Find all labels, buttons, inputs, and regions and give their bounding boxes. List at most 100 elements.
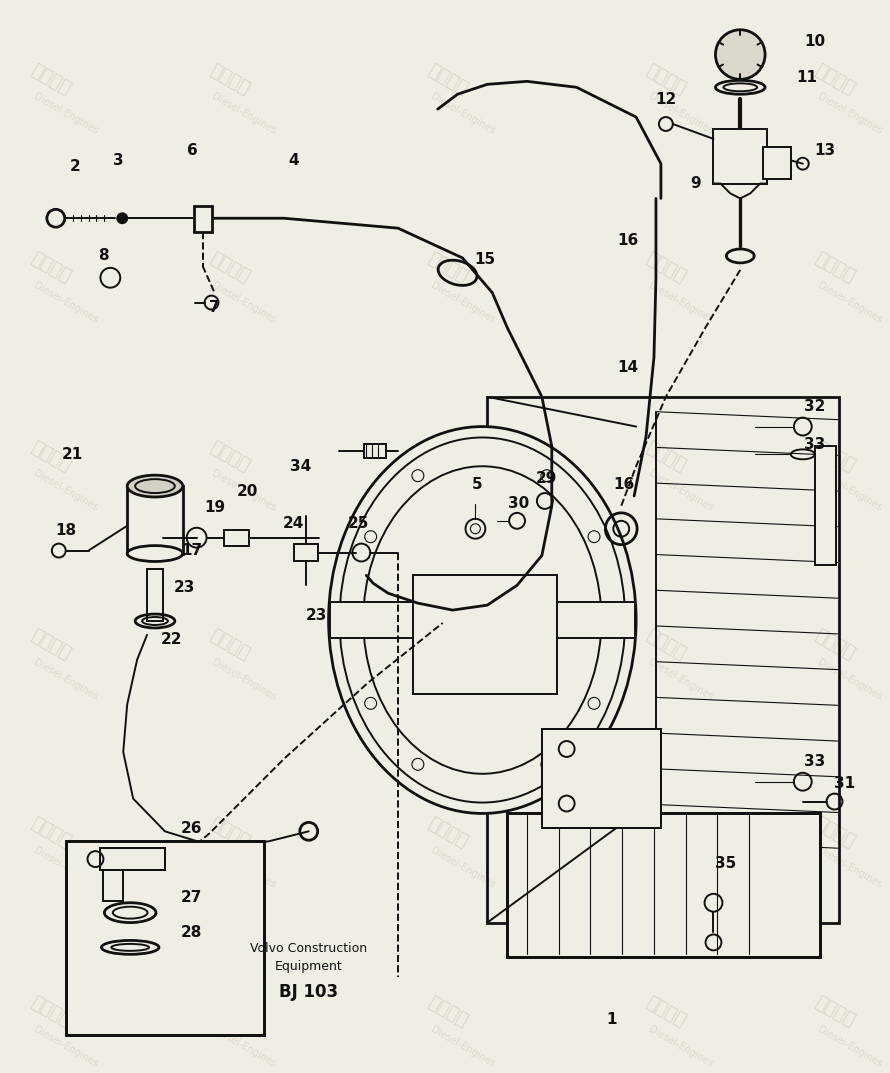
Text: 3: 3 [113,153,124,168]
Text: Volvo Construction: Volvo Construction [250,942,368,955]
Text: 9: 9 [691,176,701,191]
Bar [329,602,635,637]
Text: Diesel-Engines: Diesel-Engines [429,657,497,702]
Text: 34: 34 [290,459,311,474]
Text: 紫发动力: 紫发动力 [28,61,74,98]
Ellipse shape [101,940,159,954]
Bar [542,730,661,828]
Bar [66,841,264,1034]
Bar [763,147,791,178]
Text: Diesel-Engines: Diesel-Engines [32,1024,100,1069]
Text: Diesel-Engines: Diesel-Engines [647,657,715,702]
Text: Diesel-Engines: Diesel-Engines [210,657,278,702]
Text: 12: 12 [655,91,676,106]
Text: 32: 32 [804,399,825,414]
Text: 紫发动力: 紫发动力 [425,61,471,98]
Text: 紫发动力: 紫发动力 [28,438,74,475]
Text: BJ 103: BJ 103 [279,983,338,1001]
Bar [488,397,839,923]
Text: Diesel-Engines: Diesel-Engines [429,846,497,891]
Text: Diesel-Engines: Diesel-Engines [32,657,100,702]
Text: Diesel-Engines: Diesel-Engines [815,1024,883,1069]
Text: 22: 22 [161,632,182,647]
Bar [294,544,318,561]
Text: 紫发动力: 紫发动力 [206,249,253,286]
Text: Diesel-Engines: Diesel-Engines [32,280,100,325]
Text: 4: 4 [288,153,299,168]
Text: 26: 26 [181,821,202,836]
Bar [103,851,123,900]
Text: 紫发动力: 紫发动力 [206,61,253,98]
Text: 24: 24 [283,516,304,531]
Ellipse shape [716,80,765,94]
Bar [101,848,165,870]
Text: Diesel-Engines: Diesel-Engines [210,91,278,136]
Text: 33: 33 [804,754,825,769]
Text: 紫发动力: 紫发动力 [28,814,74,852]
Bar [507,813,820,957]
Text: 21: 21 [62,446,84,461]
Text: 29: 29 [536,471,557,486]
Bar [66,841,264,1034]
Text: 紫发动力: 紫发动力 [206,627,253,663]
Text: 紫发动力: 紫发动力 [812,994,858,1030]
Text: 17: 17 [182,543,202,558]
Ellipse shape [328,427,636,813]
Text: 紫发动力: 紫发动力 [643,994,689,1030]
Text: Diesel-Engines: Diesel-Engines [32,469,100,514]
Bar [413,575,557,694]
Bar [814,446,837,565]
Text: 紫发动力: 紫发动力 [812,627,858,663]
Text: 23: 23 [174,579,196,594]
Text: 23: 23 [306,607,328,622]
Text: 紫发动力: 紫发动力 [643,249,689,286]
Text: 5: 5 [472,476,482,491]
Text: 33: 33 [804,437,825,452]
Bar [147,570,163,621]
Bar [194,206,212,232]
Text: 紫发动力: 紫发动力 [425,994,471,1030]
Bar [101,848,165,870]
Ellipse shape [104,902,156,923]
Text: 紫发动力: 紫发动力 [206,814,253,852]
Bar [127,486,182,554]
Bar [542,730,661,828]
Text: 紫发动力: 紫发动力 [643,627,689,663]
Text: 20: 20 [237,484,258,499]
Circle shape [117,214,127,223]
Text: Diesel-Engines: Diesel-Engines [32,846,100,891]
Text: 紫发动力: 紫发动力 [425,438,471,475]
Text: Diesel-Engines: Diesel-Engines [429,280,497,325]
Text: 16: 16 [618,233,639,248]
Text: Diesel-Engines: Diesel-Engines [647,469,715,514]
Bar [507,813,820,957]
Text: 紫发动力: 紫发动力 [812,61,858,98]
Bar [714,129,767,183]
Text: Diesel-Engines: Diesel-Engines [429,91,497,136]
Text: Diesel-Engines: Diesel-Engines [210,469,278,514]
Ellipse shape [127,475,182,497]
Text: 31: 31 [834,776,855,791]
Text: 7: 7 [209,300,220,315]
Text: Diesel-Engines: Diesel-Engines [815,469,883,514]
Text: 紫发动力: 紫发动力 [812,814,858,852]
Text: 紫发动力: 紫发动力 [28,627,74,663]
Text: 紫发动力: 紫发动力 [206,438,253,475]
Text: 19: 19 [204,500,225,515]
Text: 28: 28 [181,925,202,940]
Text: 紫发动力: 紫发动力 [812,249,858,286]
Text: 27: 27 [181,891,202,906]
Text: Diesel-Engines: Diesel-Engines [647,1024,715,1069]
Text: 紫发动力: 紫发动力 [643,438,689,475]
Text: Diesel-Engines: Diesel-Engines [647,280,715,325]
Bar [364,444,386,458]
Text: 紫发动力: 紫发动力 [643,814,689,852]
Bar [224,530,249,545]
Text: 11: 11 [797,70,817,85]
Text: 紫发动力: 紫发动力 [425,249,471,286]
Text: Diesel-Engines: Diesel-Engines [647,846,715,891]
Text: 25: 25 [348,516,369,531]
Text: Equipment: Equipment [275,959,343,973]
Text: Diesel-Engines: Diesel-Engines [429,1024,497,1069]
Text: 2: 2 [70,159,81,174]
